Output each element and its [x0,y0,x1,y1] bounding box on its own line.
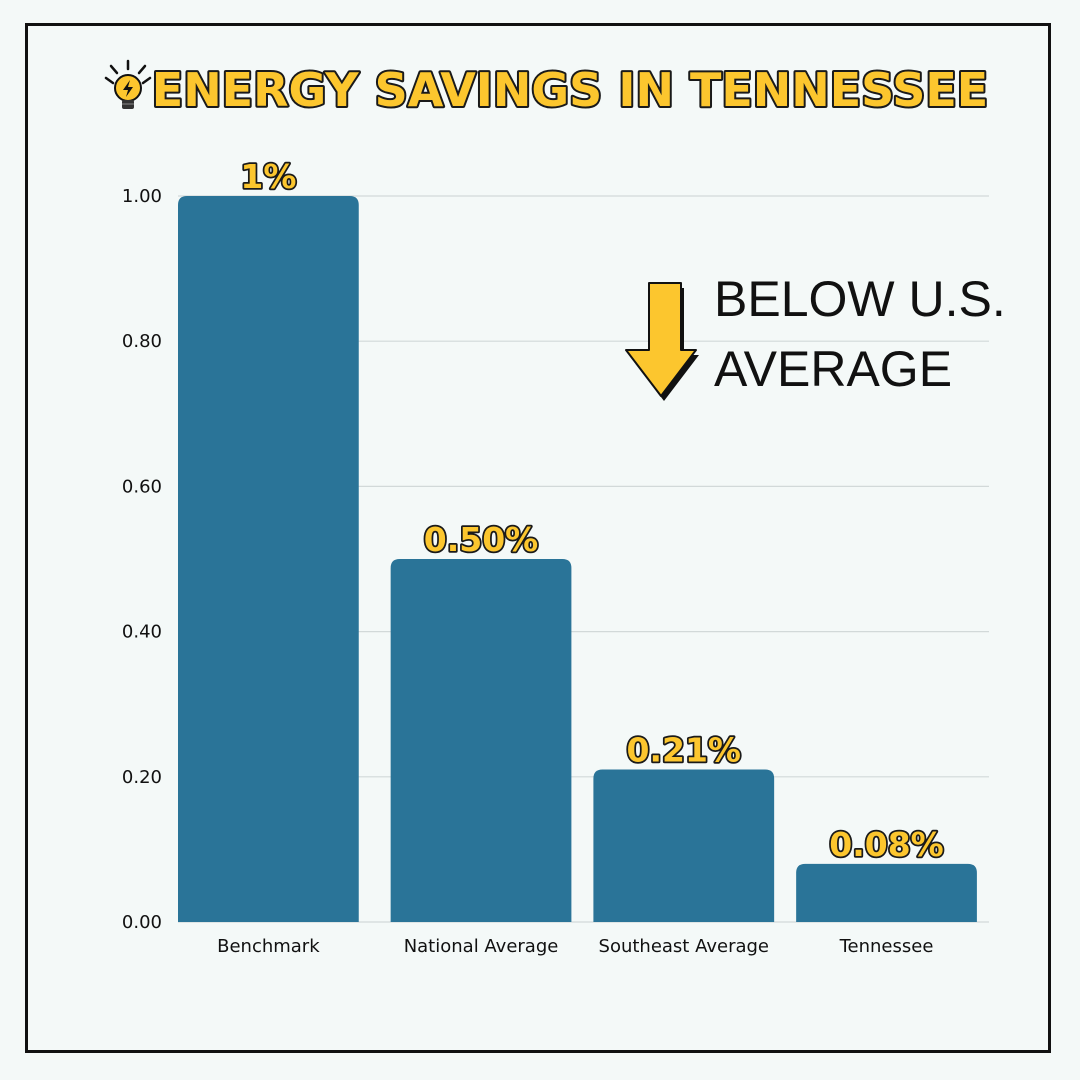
bar-southeast-average [593,769,775,922]
y-tick-label: 0.20 [122,767,162,788]
bars [178,196,977,922]
lightbulb-icon [104,59,152,109]
category-label: Southeast Average [599,936,770,957]
category-label: Tennessee [839,936,934,957]
annotation-line-2: AVERAGE [714,341,952,397]
data-label: 0.50% [424,520,539,559]
y-tick-label: 0.80 [122,331,162,352]
chart-title: ENERGY SAVINGS IN TENNESSEE [152,63,988,117]
data-label: 0.08% [829,825,944,864]
category-label: Benchmark [217,936,320,957]
data-label: 0.21% [627,731,742,770]
y-tick-label: 0.00 [122,912,162,933]
arrow-down-icon [625,282,699,401]
y-tick-label: 0.60 [122,476,162,497]
category-labels: Benchmark National Average Southeast Avera… [217,936,933,957]
data-label: 1% [240,157,296,196]
chart-frame [25,23,1051,1053]
y-tick-label: 0.40 [122,622,162,643]
category-label: National Average [404,936,559,957]
y-tick-label: 1.00 [122,186,162,207]
bar-national-average [390,559,572,922]
data-labels: 1% 0.50% 0.21% 0.08% [239,155,946,865]
bar-benchmark [178,196,359,922]
annotation-line-1: BELOW U.S. [714,271,1006,327]
bar-tennessee [796,863,977,922]
y-axis-ticks: 0.00 0.20 0.40 0.60 0.80 1.00 [122,186,162,933]
